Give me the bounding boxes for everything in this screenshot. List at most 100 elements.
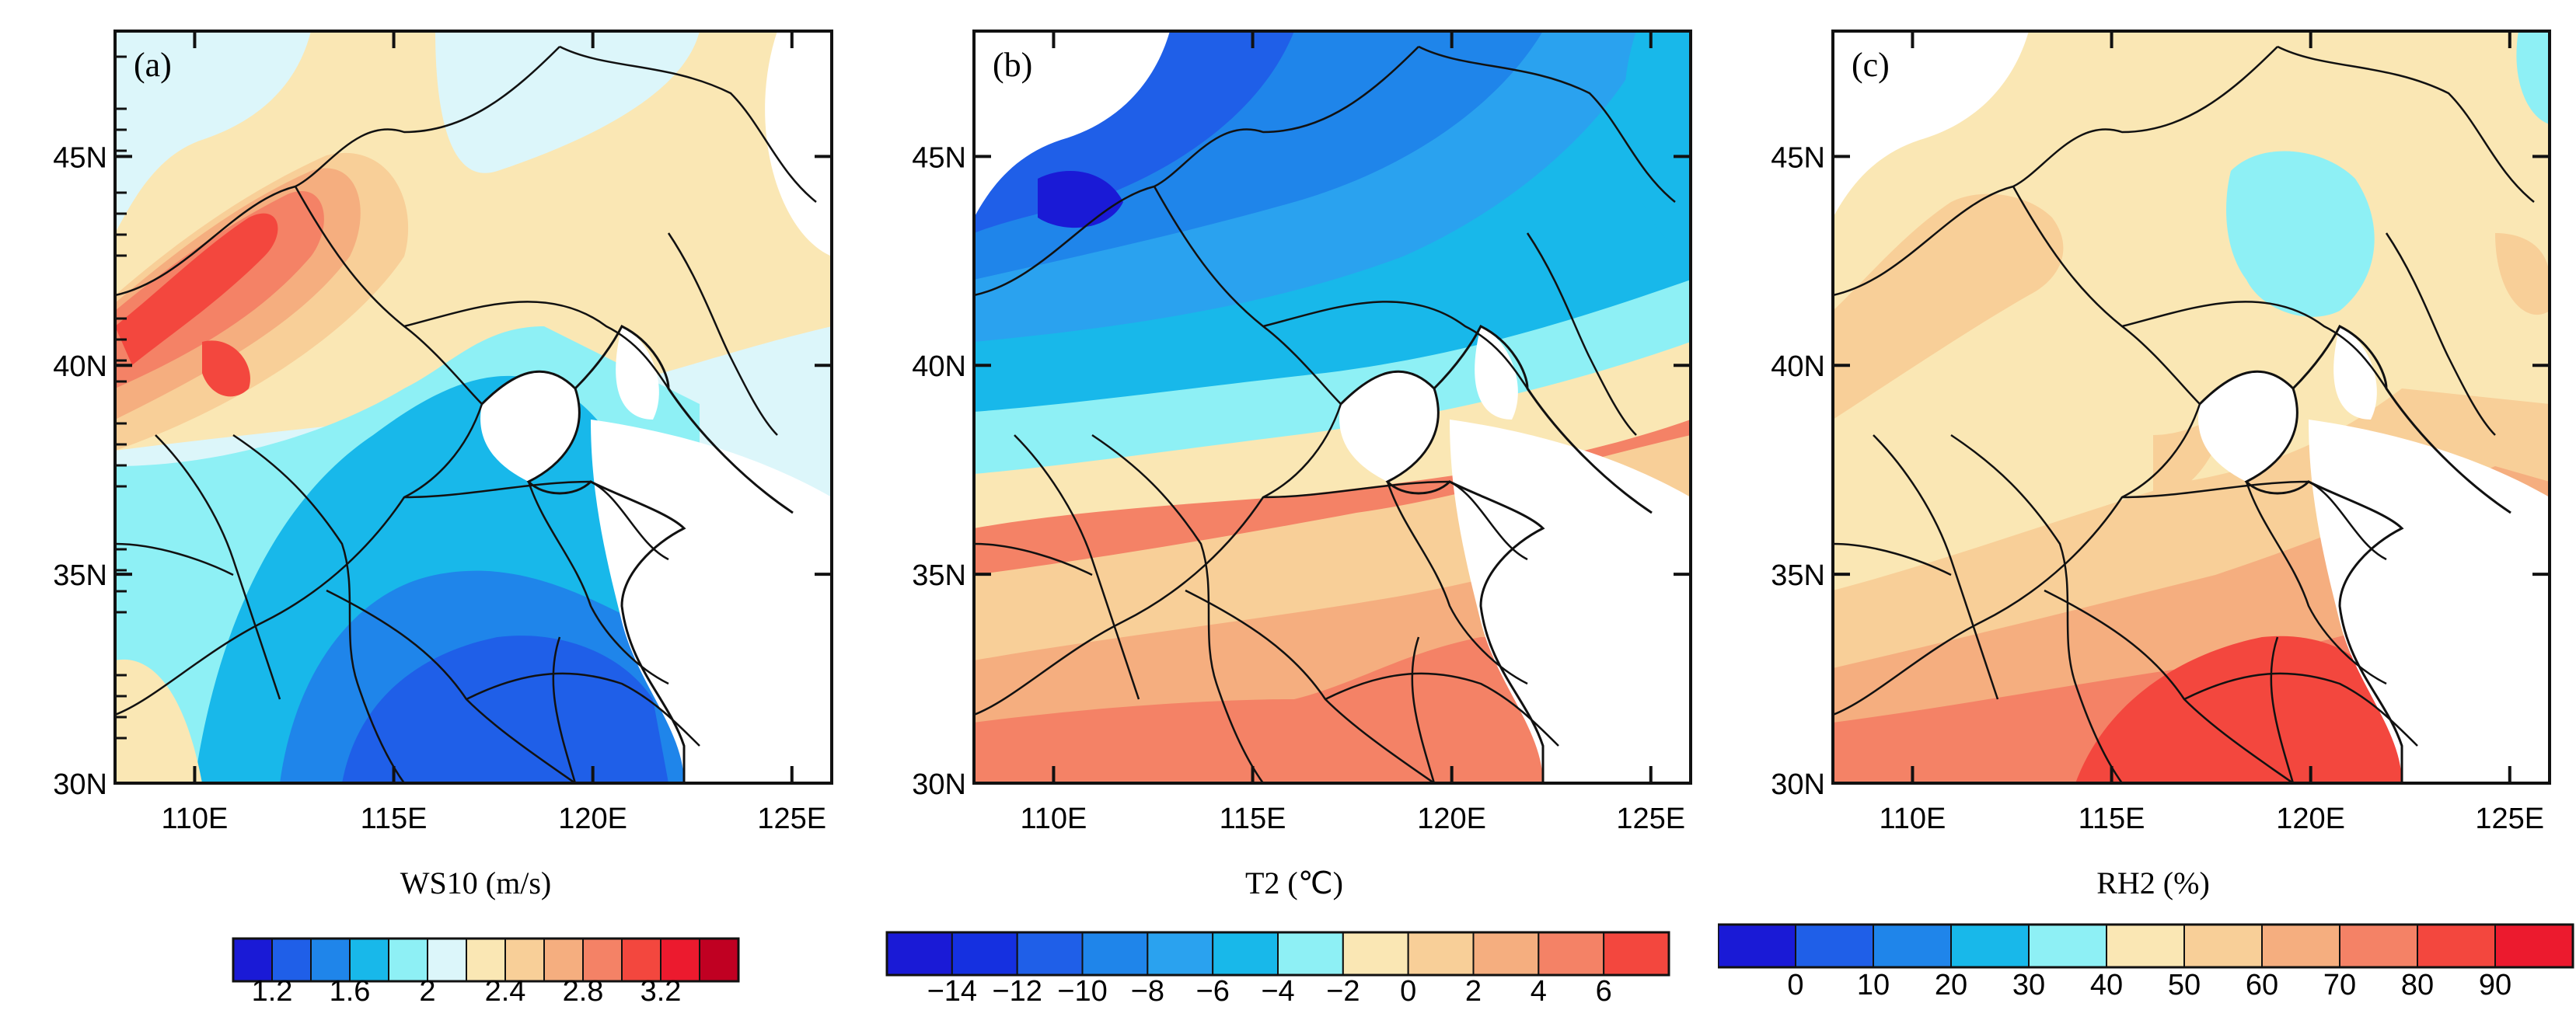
- colorbar-tick-label: 90: [2479, 969, 2511, 1001]
- bay-water: [1475, 326, 1518, 420]
- outside-domain: [974, 31, 1170, 218]
- colorbar-tick-label: 0: [1787, 969, 1803, 1001]
- bohai-sea: [480, 371, 580, 482]
- y-tick-label: 40N: [53, 350, 107, 383]
- x-tick-label: 110E: [1020, 803, 1087, 835]
- panel-label: (c): [1852, 46, 1890, 84]
- colorbar-tick-label: 4: [1531, 975, 1547, 1008]
- colorbar-tick-label: −4: [1261, 975, 1294, 1008]
- panel-c-svg: 30N 35N 40N 45N 110E 115E 120E 125E (c) RH2 (%…: [1718, 30, 2574, 1001]
- colorbar-box: [2106, 924, 2185, 968]
- colorbar-tick-label: 70: [2323, 969, 2356, 1001]
- colorbar-box: [1538, 932, 1605, 976]
- field-b: [974, 31, 1691, 783]
- x-axis-ticks: 110E 115E 120E 125E: [161, 31, 826, 835]
- colorbar-box: [1081, 932, 1149, 976]
- colorbar-tick-label: −8: [1131, 975, 1164, 1008]
- x-tick-label: 110E: [1879, 803, 1946, 835]
- yellow-sea: [591, 420, 832, 783]
- panel-b-svg: 30N 35N 40N 45N 110E 115E 120E 125E (b) T2 (℃)…: [885, 30, 1692, 1008]
- map-frame: [1831, 30, 2551, 785]
- contour-region: [115, 659, 202, 783]
- colorbar-tick-label: 2: [419, 975, 435, 1008]
- colorbar-title: RH2 (%): [2096, 865, 2210, 900]
- colorbar-tick-label: 3.2: [641, 975, 682, 1008]
- panel-a-svg: 30N 35N 40N 45N 110E 115E 120E 125E (a) WS10 (…: [53, 30, 833, 1008]
- contour-region: [1833, 193, 2064, 420]
- colorbar-box: [699, 938, 739, 982]
- colorbar-tick-label: 2.4: [485, 975, 526, 1008]
- y-tick-label: 30N: [912, 768, 966, 801]
- y-tick-label: 45N: [1771, 141, 1825, 174]
- colorbar-tick-label: −14: [927, 975, 977, 1008]
- contour-region: [115, 31, 311, 233]
- colorbar-tick-label: 50: [2168, 969, 2201, 1001]
- contour-region: [974, 637, 1605, 783]
- colorbar-tick-label: 10: [1857, 969, 1890, 1001]
- x-tick-label: 110E: [161, 803, 228, 835]
- x-axis-ticks: 110E 115E 120E 125E: [1879, 31, 2544, 835]
- coastline: [2198, 324, 2511, 783]
- colorbar-box: [2339, 924, 2418, 968]
- colorbar-box: [1147, 932, 1214, 976]
- y-tick-label: 30N: [53, 768, 107, 801]
- colorbar-frame: [232, 937, 740, 983]
- panel-a: 30N 35N 40N 45N 110E 115E 120E 125E (a) WS10 (…: [0, 0, 858, 1017]
- x-tick-label: 120E: [2276, 803, 2345, 835]
- bay-water: [2333, 326, 2377, 420]
- y-tick-label: 45N: [53, 141, 107, 174]
- colorbar-box: [1016, 932, 1084, 976]
- contour-region: [2495, 233, 2550, 315]
- colorbar-box: [1873, 924, 1952, 968]
- colorbar-tick-label: 80: [2401, 969, 2434, 1001]
- colorbar-box: [1472, 932, 1540, 976]
- colorbar-tick-label: 1.2: [252, 975, 293, 1008]
- colorbar-tick-label: 6: [1596, 975, 1612, 1008]
- map-frame: [972, 30, 1692, 785]
- field-c: [1833, 31, 2550, 783]
- colorbar: 1.2 1.6 2 2.4 2.8 3.2: [232, 937, 740, 1008]
- bay-water: [616, 326, 659, 420]
- colorbar-tick-label: −2: [1326, 975, 1360, 1008]
- colorbar-tick-label: −12: [992, 975, 1042, 1008]
- colorbar-box: [951, 932, 1018, 976]
- x-axis-ticks: 110E 115E 120E 125E: [1020, 31, 1685, 835]
- colorbar-tick-label: 2.8: [563, 975, 604, 1008]
- colorbar-box: [271, 938, 312, 982]
- colorbar-box: [886, 932, 953, 976]
- outside-domain: [1833, 31, 2029, 218]
- coastline: [480, 324, 794, 783]
- colorbar-frame: [885, 931, 1670, 977]
- colorbar-title: T2 (℃): [1245, 865, 1343, 900]
- y-tick-label: 45N: [912, 141, 966, 174]
- contour-region: [2226, 151, 2375, 317]
- colorbar-frame: [1718, 923, 2574, 969]
- minor-ticks: [115, 55, 127, 740]
- y-tick-label: 30N: [1771, 768, 1825, 801]
- yellow-sea: [1450, 420, 1691, 783]
- bohai-sea: [1339, 371, 1439, 482]
- y-tick-label: 35N: [912, 559, 966, 592]
- x-tick-label: 115E: [1220, 803, 1286, 835]
- colorbar-tick-label: 30: [2012, 969, 2045, 1001]
- colorbar-tick-label: 60: [2246, 969, 2278, 1001]
- yellow-sea: [2309, 420, 2550, 783]
- contour-region: [2516, 31, 2550, 124]
- colorbar-box: [2028, 924, 2107, 968]
- colorbar-title: WS10 (m/s): [400, 865, 551, 900]
- coastline: [1339, 324, 1653, 783]
- field-a: [115, 31, 832, 783]
- y-tick-label: 35N: [53, 559, 107, 592]
- colorbar-box: [2261, 924, 2340, 968]
- panel-label: (b): [993, 46, 1032, 84]
- colorbar-tick-label: 40: [2090, 969, 2123, 1001]
- y-axis-ticks: 30N 35N 40N 45N: [1771, 141, 2550, 801]
- x-tick-label: 115E: [361, 803, 428, 835]
- x-tick-label: 115E: [2079, 803, 2145, 835]
- y-tick-label: 35N: [1771, 559, 1825, 592]
- contour-region: [202, 340, 250, 397]
- province-borders: [1833, 45, 2535, 783]
- y-axis-ticks: 30N 35N 40N 45N: [53, 141, 832, 801]
- colorbar-box: [1212, 932, 1279, 976]
- contour-region: [115, 213, 278, 365]
